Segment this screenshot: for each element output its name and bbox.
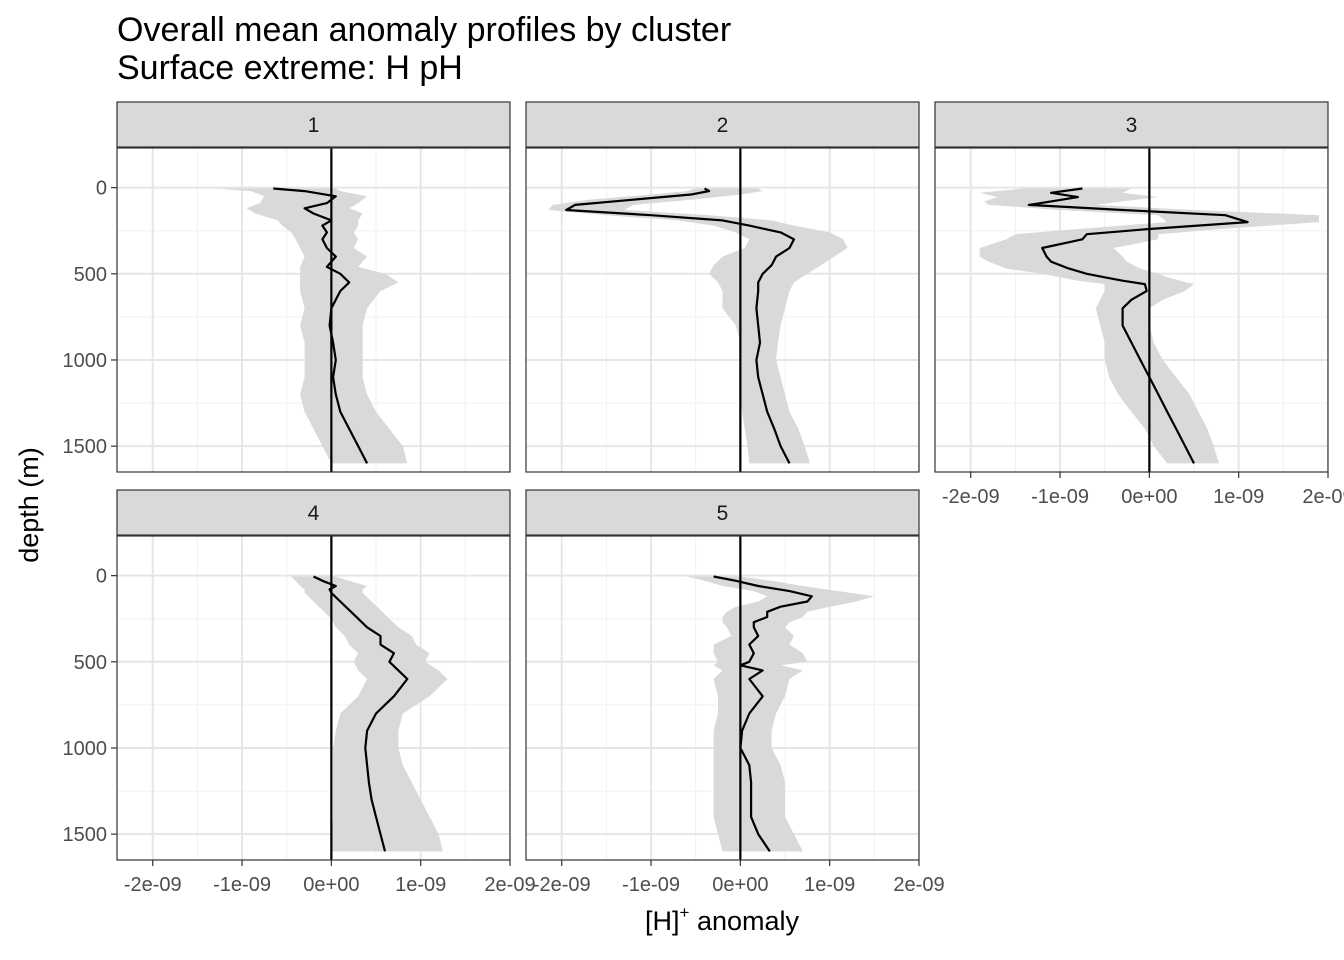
strip-label: 2 [717,114,729,137]
axes: 0 500 1000 1500 -2e-09 -1e-09 0e+00 1e-09 2e-09 0… [63,178,1344,896]
x-axis-title: [H]+ anomaly [645,903,800,936]
x-tick-label: 2e-09 [484,874,535,896]
strip-label: 1 [308,114,320,137]
strip-label: 4 [308,502,320,525]
strip-background [934,101,1329,148]
y-tick-label: 0 [96,566,107,588]
panel-1: 1 [116,101,511,473]
panel-background [526,148,919,472]
y-tick-label: 500 [74,652,107,674]
confidence-ribbon [548,188,848,464]
chart-title: Overall mean anomaly profiles by cluster [117,11,731,49]
mean-profile-line [713,575,813,853]
x-tick-label: 1e-09 [1213,486,1264,508]
y-tick-label: 1500 [63,824,108,846]
x-tick-label: 2e-09 [893,874,944,896]
mean-profile-line [313,575,409,852]
panel-border [934,147,1329,473]
y-tick-label: 500 [74,264,107,286]
x-axis-title-main: [H] [645,906,680,936]
x-tick-label: -1e-09 [1031,486,1089,508]
y-tick-label: 1000 [63,350,108,372]
strip-background [525,101,920,148]
x-tick-label: -1e-09 [622,874,680,896]
strip-background [116,101,511,148]
panel-border [525,535,920,861]
panel-border [116,535,511,861]
strip-label: 3 [1126,114,1138,137]
mean-profile-line [273,187,369,464]
x-tick-label: -1e-09 [213,874,271,896]
x-tick-label: -2e-09 [533,874,591,896]
y-tick-label: 0 [96,178,107,200]
y-axis-title: depth (m) [14,447,44,563]
panel-4: 4 [116,489,511,861]
x-tick-label: 2e-09 [1302,486,1344,508]
mean-profile-line [565,187,796,464]
panel-3: 3 [934,101,1329,473]
x-tick-label: 0e+00 [1121,486,1177,508]
panel-border [116,147,511,473]
x-tick-label: 1e-09 [804,874,855,896]
x-tick-label: 1e-09 [395,874,446,896]
strip-label: 5 [717,502,729,525]
x-tick-label: 0e+00 [303,874,359,896]
x-axis-title-superscript: + [680,903,690,922]
y-tick-label: 1500 [63,436,108,458]
x-tick-label: -2e-09 [942,486,1000,508]
x-tick-label: -2e-09 [124,874,182,896]
strip-background [525,489,920,536]
x-tick-label: 0e+00 [712,874,768,896]
x-axis-title-suffix: anomaly [689,906,799,936]
confidence-ribbon [291,576,448,852]
panel-border [525,147,920,473]
facet-panels: 1 2 3 4 5 [116,101,1329,861]
panel-2: 2 [525,101,920,473]
chart-subtitle: Surface extreme: H pH [117,49,463,87]
panel-5: 5 [525,489,920,861]
y-tick-label: 1000 [63,738,108,760]
strip-background [116,489,511,536]
confidence-ribbon [215,188,408,464]
mean-profile-line [1027,187,1249,464]
confidence-ribbon [686,576,875,852]
